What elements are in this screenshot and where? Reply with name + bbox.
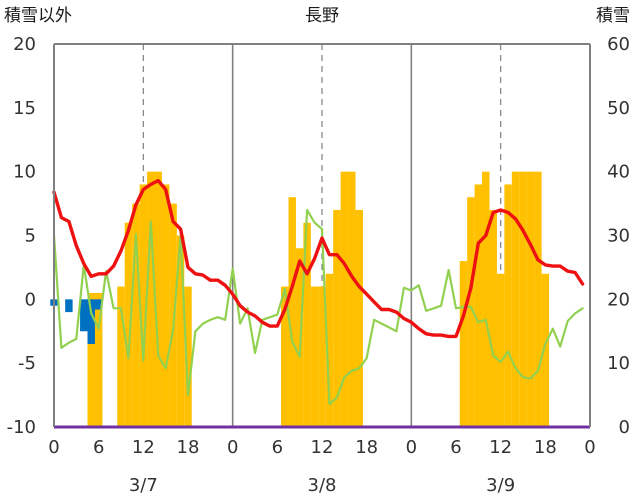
snow-depth-bar: [519, 171, 527, 427]
right-axis-title: 積雪: [596, 6, 630, 26]
left-axis-tick-label: 15: [13, 98, 36, 119]
wind-line: [52, 208, 584, 406]
right-axis-tick-label: 20: [607, 289, 630, 310]
snow-depth-bar: [534, 171, 542, 427]
right-axis-tick-label: 0: [619, 417, 630, 438]
right-axis-tick-label: 30: [607, 226, 630, 247]
left-axis-tick-label: 10: [13, 162, 36, 183]
snow-depth-bar: [526, 171, 535, 427]
precipitation-bar: [94, 299, 103, 310]
x-axis-tick-label: 6: [272, 437, 283, 458]
snow-depth-bar: [281, 286, 289, 427]
left-axis-tick-label: -5: [18, 353, 36, 374]
snow-depth-bar: [132, 203, 140, 427]
snow-depth-bar: [303, 222, 311, 427]
snow-depth-bar: [459, 261, 468, 427]
precipitation-bar: [65, 299, 73, 313]
snow-depth-bar: [511, 171, 520, 427]
snow-depth-bar: [325, 273, 334, 427]
left-axis-tick-label: 5: [25, 226, 36, 247]
right-axis-tick-label: 50: [607, 98, 630, 119]
precipitation-bar: [80, 299, 88, 332]
snow-depth-bar: [184, 286, 192, 427]
snow-depth-bar: [496, 273, 505, 427]
left-axis-title: 積雪以外: [4, 6, 72, 26]
x-axis-tick-label: 0: [48, 437, 59, 458]
date-label: 3/7: [129, 475, 158, 496]
left-axis-tick-label: 0: [25, 289, 36, 310]
snow-depth-bar: [474, 184, 483, 427]
x-axis-tick-label: 18: [534, 437, 557, 458]
snow-depth-bar: [348, 171, 356, 427]
right-axis-tick-label: 10: [607, 353, 630, 374]
left-axis-tick-label: 20: [13, 34, 36, 55]
x-axis-tick-label: 12: [489, 437, 512, 458]
date-label: 3/9: [486, 475, 515, 496]
x-axis-tick-label: 12: [311, 437, 334, 458]
precipitation-bar: [87, 299, 95, 345]
x-axis-tick-label: 0: [227, 437, 238, 458]
snow-depth-bar: [333, 209, 341, 427]
snow-depth-bar: [318, 286, 326, 427]
snow-depth-bar: [139, 184, 148, 427]
x-axis-tick-label: 6: [93, 437, 104, 458]
snow-depth-bar: [489, 209, 497, 427]
snow-depth-bar: [169, 203, 177, 427]
x-axis-tick-label: 0: [584, 437, 595, 458]
snow-depth-bar: [94, 292, 103, 427]
x-axis-tick-label: 0: [406, 437, 417, 458]
snow-depth-bar: [340, 171, 349, 427]
snow-depth-bar: [87, 292, 95, 427]
snow-depth-bar: [176, 235, 185, 427]
snow-depth-bar: [161, 184, 170, 427]
snow-depth-bar: [147, 171, 155, 427]
left-axis-tick-label: -10: [7, 417, 36, 438]
right-axis-tick-label: 60: [607, 34, 630, 55]
date-label: 3/8: [308, 475, 337, 496]
x-axis-tick-label: 18: [177, 437, 200, 458]
snow-depth-bar: [482, 171, 490, 427]
snow-depth-bar: [355, 209, 363, 427]
snow-depth-bar: [124, 222, 133, 427]
frame-layer: [53, 43, 591, 429]
snow-depth-bar: [310, 286, 319, 427]
right-axis-tick-label: 40: [607, 162, 630, 183]
temperature-line: [52, 178, 585, 339]
snow-depth-bar: [541, 273, 550, 427]
snow-depth-bar: [467, 197, 475, 427]
snow-depth-bar: [117, 286, 125, 427]
snow-depth-bar: [504, 184, 512, 427]
lines-layer: [52, 178, 585, 406]
x-axis-tick-label: 6: [450, 437, 461, 458]
snow-depth-bar: [154, 171, 162, 427]
x-axis-tick-label: 18: [355, 437, 378, 458]
x-axis-tick-label: 12: [132, 437, 155, 458]
bars-layer: [50, 171, 550, 427]
snow-depth-bar: [288, 197, 296, 427]
chart-title: 長野: [305, 6, 339, 26]
